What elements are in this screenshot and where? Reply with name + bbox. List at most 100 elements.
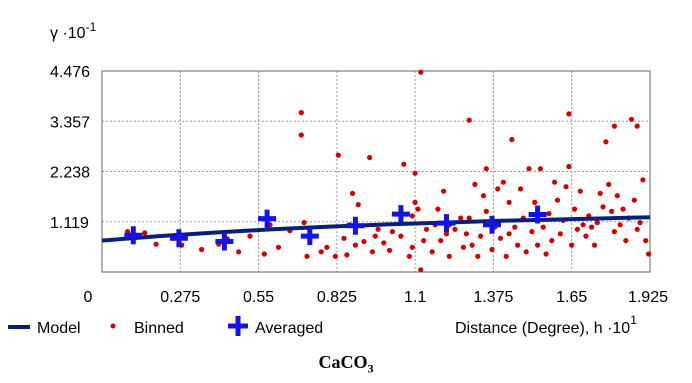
- binned-point: [646, 251, 652, 257]
- binned-point: [398, 233, 404, 239]
- binned-point: [429, 249, 435, 255]
- averaged-point: [437, 214, 456, 233]
- binned-point: [566, 111, 572, 117]
- binned-point: [572, 206, 578, 212]
- binned-point: [603, 139, 609, 145]
- binned-point: [478, 233, 484, 239]
- binned-point: [441, 188, 447, 194]
- averaged-point: [258, 209, 277, 228]
- binned-point: [412, 199, 418, 205]
- binned-point: [375, 226, 381, 232]
- binned-point: [506, 231, 512, 237]
- binned-point: [409, 244, 415, 250]
- binned-point: [540, 224, 546, 230]
- binned-point: [142, 230, 148, 236]
- binned-point: [418, 69, 424, 75]
- legend-binned-swatch: [110, 323, 116, 329]
- legend-binned-label: Binned: [134, 320, 184, 337]
- binned-point: [597, 190, 603, 196]
- binned-point: [460, 244, 467, 250]
- y-tick-label: 2.238: [50, 165, 90, 182]
- binned-point: [438, 238, 444, 244]
- legend-averaged-swatch: [228, 316, 248, 336]
- x-tick-label: 1.925: [628, 289, 668, 306]
- binned-point: [435, 206, 441, 212]
- binned-point: [500, 179, 506, 185]
- x-tick-labels: 0 0.275 0.55 0.825 1.1 1.375 1.65 1.925: [84, 289, 669, 306]
- binned-point: [412, 170, 418, 176]
- binned-point: [640, 177, 646, 183]
- binned-point: [446, 253, 452, 259]
- binned-point: [480, 193, 487, 199]
- binned-point: [580, 222, 586, 228]
- binned-point: [466, 117, 472, 123]
- binned-point: [583, 233, 589, 239]
- y-tick-label: 1.119: [50, 215, 89, 232]
- averaged-point: [215, 232, 234, 251]
- binned-point: [497, 235, 504, 241]
- binned-point: [631, 197, 637, 203]
- binned-point: [261, 251, 267, 257]
- binned-point: [472, 181, 478, 187]
- binned-point: [475, 253, 481, 259]
- y-tick-label: 4.476: [50, 64, 90, 81]
- binned-points: [125, 69, 652, 273]
- binned-point: [372, 233, 378, 239]
- binned-point: [389, 229, 395, 235]
- binned-point: [247, 233, 253, 239]
- binned-point: [483, 208, 489, 214]
- binned-point: [421, 238, 427, 244]
- x-tick-label: 0.825: [317, 289, 357, 306]
- grid-lines: [102, 70, 650, 272]
- y-axis-label: γ ·10-1: [50, 20, 97, 42]
- binned-point: [361, 238, 367, 245]
- binned-point: [614, 193, 620, 199]
- binned-point: [609, 208, 615, 214]
- binned-point: [318, 249, 324, 255]
- legend-averaged-label: Averaged: [255, 320, 323, 337]
- averaged-point: [300, 227, 319, 246]
- averaged-points: [124, 205, 547, 251]
- averaged-point: [391, 205, 410, 224]
- x-tick-label: 0.55: [243, 289, 274, 306]
- binned-point: [463, 231, 469, 237]
- binned-point: [506, 199, 512, 205]
- binned-point: [589, 224, 595, 230]
- binned-point: [415, 206, 421, 212]
- binned-point: [526, 166, 532, 172]
- binned-point: [332, 253, 338, 259]
- binned-point: [418, 267, 424, 273]
- binned-point: [236, 249, 242, 255]
- legend-model-label: Model: [37, 320, 81, 337]
- binned-point: [535, 242, 541, 248]
- averaged-point: [346, 216, 365, 235]
- binned-point: [591, 242, 598, 248]
- binned-point: [557, 231, 563, 237]
- binned-point: [566, 163, 572, 170]
- binned-point: [298, 132, 304, 138]
- binned-point: [199, 246, 205, 253]
- binned-point: [563, 184, 569, 190]
- averaged-point: [169, 229, 188, 248]
- binned-point: [503, 253, 509, 259]
- binned-point: [617, 222, 623, 228]
- binned-point: [495, 186, 501, 192]
- binned-point: [620, 206, 626, 212]
- x-tick-label: 1.375: [473, 289, 513, 306]
- binned-point: [409, 213, 415, 219]
- binned-point: [341, 235, 347, 241]
- x-tick-label: 1.65: [556, 289, 587, 306]
- binned-point: [517, 186, 524, 192]
- averaged-point: [124, 226, 143, 245]
- chart-caption: CaCO3: [318, 352, 374, 376]
- binned-point: [569, 242, 575, 248]
- y-tick-labels: 1.119 2.238 3.357 4.476: [50, 64, 90, 232]
- binned-point: [611, 229, 618, 235]
- binned-point: [515, 242, 521, 248]
- binned-point: [509, 136, 515, 143]
- averaged-point: [528, 205, 547, 224]
- x-axis-label: Distance (Degree), h ·101: [455, 313, 637, 337]
- binned-point: [367, 154, 373, 161]
- binned-point: [543, 251, 549, 257]
